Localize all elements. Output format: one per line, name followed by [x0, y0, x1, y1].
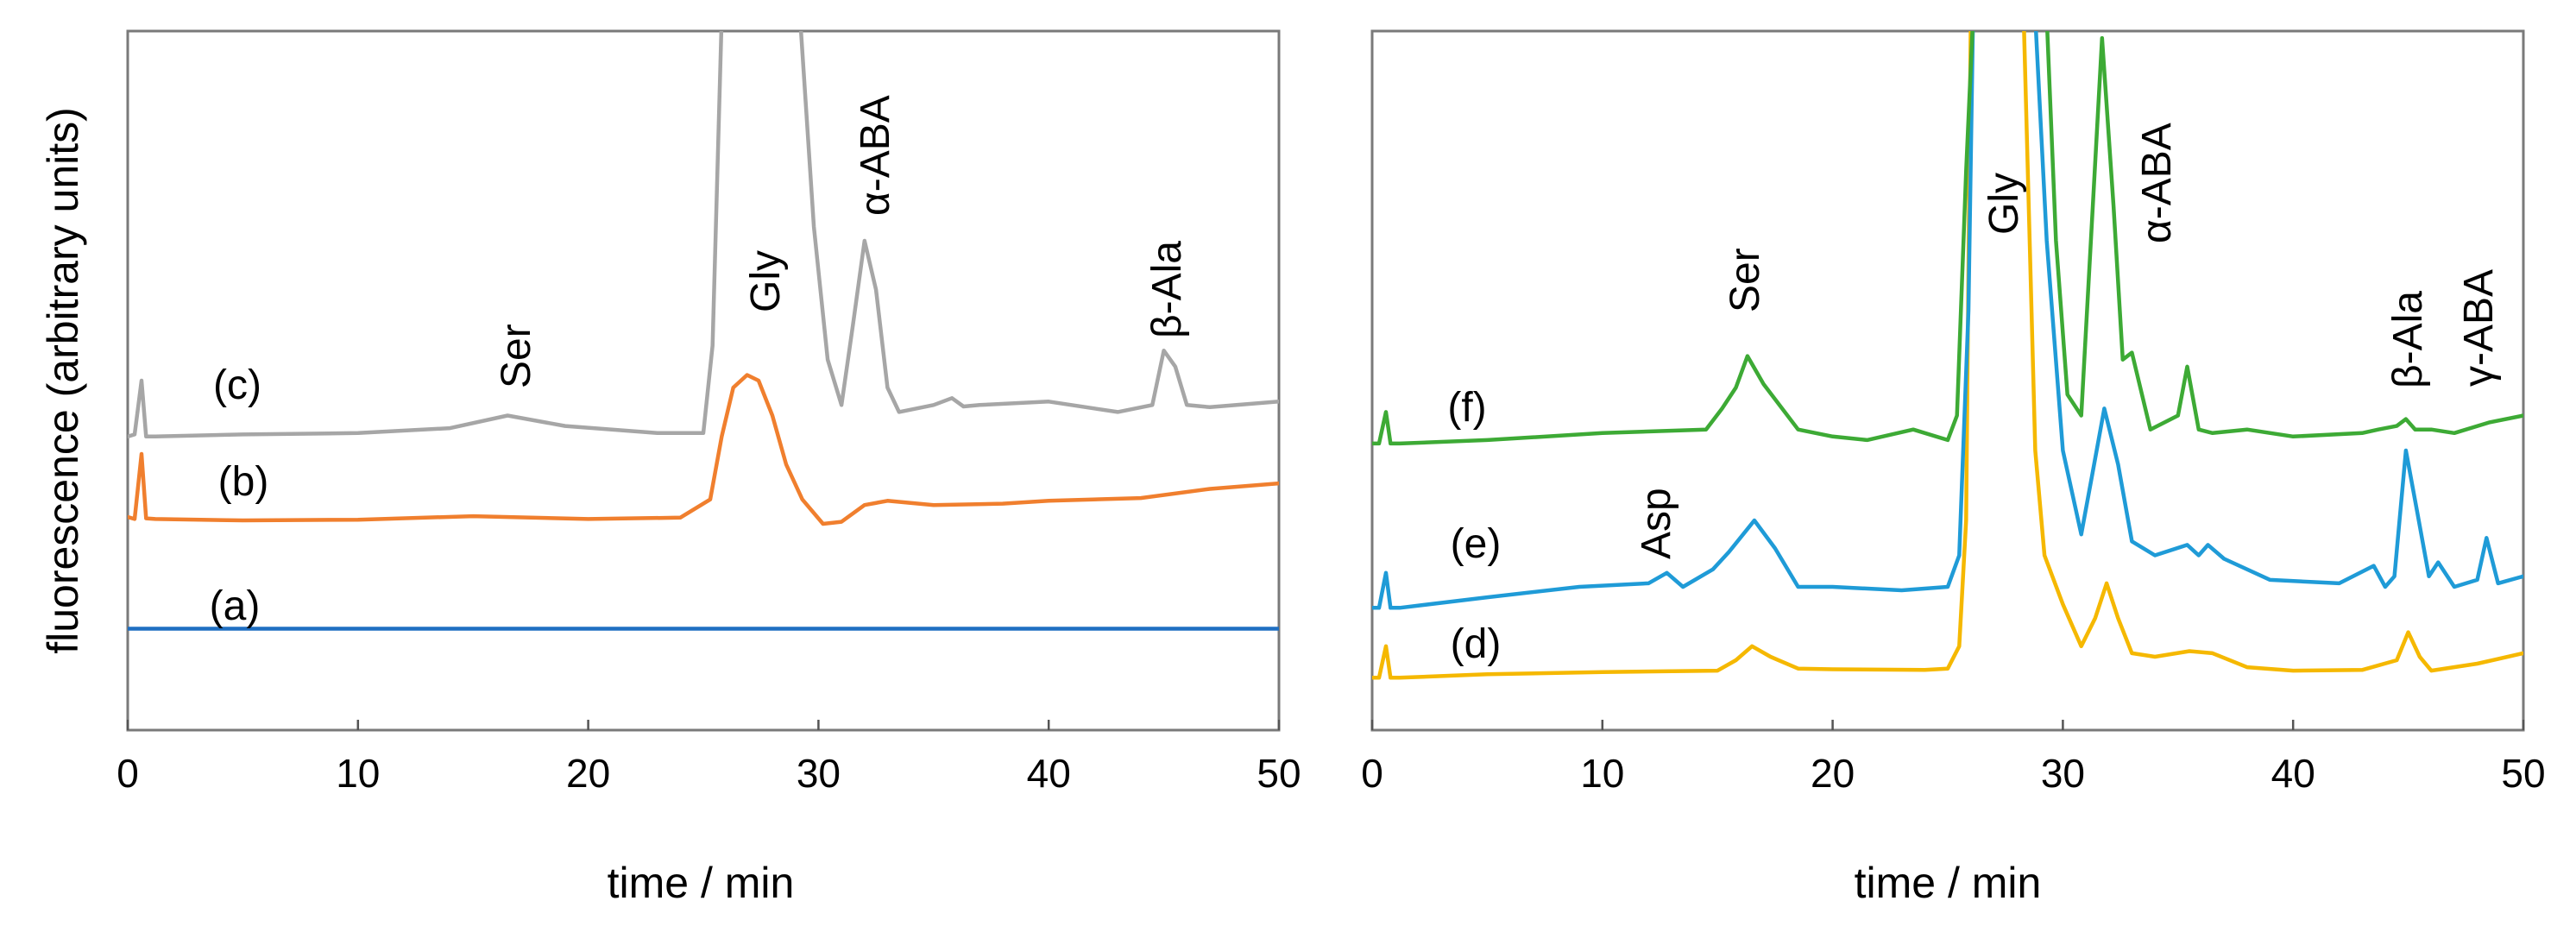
right-x-tick-label-10: 10	[1580, 751, 1624, 796]
right-x-tick-labels: 0 10 20 30 40 50	[1361, 751, 2545, 796]
y-axis-title: fluorescence (arbitrary units)	[39, 107, 87, 654]
peak-label-asp: Asp	[1634, 488, 1679, 559]
right-x-tick-label-0: 0	[1361, 751, 1383, 796]
left-plot-frame	[126, 29, 1281, 732]
trace-label-b: (b)	[218, 459, 269, 505]
trace-c	[128, 31, 1279, 439]
right-x-tick-label-20: 20	[1811, 751, 1855, 796]
peak-label-gaba: γ-ABA	[2456, 269, 2502, 387]
left-traces	[128, 31, 1279, 631]
trace-b	[128, 373, 1279, 526]
left-x-tick-label-40: 40	[1027, 751, 1071, 796]
right-x-tick-label-30: 30	[2041, 751, 2085, 796]
peak-label-aaba-right: α-ABA	[2134, 123, 2180, 243]
right-x-tick-label-50: 50	[2501, 751, 2545, 796]
left-x-tick-label-50: 50	[1257, 751, 1301, 796]
peak-label-bala-right: β-Ala	[2385, 291, 2431, 388]
left-panel: 0 10 20 30 40 50 (a) (b) (c) Ser Gly α-ABA β-…	[39, 29, 1301, 907]
peak-label-bala-left: β-Ala	[1144, 241, 1190, 338]
trace-label-e: (e)	[1451, 521, 1502, 567]
left-x-ticks	[126, 720, 1281, 730]
left-x-tick-label-0: 0	[117, 751, 139, 796]
peak-label-aaba-left: α-ABA	[853, 95, 898, 216]
trace-f	[1372, 31, 2523, 446]
trace-label-c: (c)	[213, 362, 261, 408]
right-panel: 0 10 20 30 40 50 (d) (e) (f) Asp Ser Gly α-AB…	[1361, 29, 2546, 907]
right-traces	[1372, 31, 2523, 680]
trace-label-a: (a)	[210, 583, 261, 629]
left-x-tick-label-10: 10	[336, 751, 380, 796]
left-x-tick-labels: 0 10 20 30 40 50	[117, 751, 1301, 796]
right-x-ticks	[1370, 720, 2525, 730]
right-x-axis-title: time / min	[1855, 859, 2042, 907]
peak-label-gly-left: Gly	[743, 250, 789, 312]
peak-label-gly-right: Gly	[1981, 173, 2027, 235]
left-x-axis-title: time / min	[608, 859, 795, 907]
trace-e	[1372, 31, 2523, 610]
right-x-tick-label-40: 40	[2271, 751, 2315, 796]
peak-label-ser-left: Ser	[494, 324, 539, 388]
left-peak-labels: Ser Gly α-ABA β-Ala	[494, 95, 1190, 388]
trace-label-d: (d)	[1451, 621, 1502, 667]
right-trace-labels: (d) (e) (f)	[1447, 385, 1501, 667]
right-peak-labels: Asp Ser Gly α-ABA β-Ala γ-ABA	[1634, 123, 2502, 559]
left-x-tick-label-30: 30	[797, 751, 841, 796]
peak-label-ser-right: Ser	[1723, 248, 1768, 312]
left-trace-labels: (a) (b) (c)	[210, 362, 269, 629]
trace-label-f: (f)	[1447, 385, 1486, 431]
trace-d	[1372, 31, 2523, 680]
left-x-tick-label-20: 20	[566, 751, 610, 796]
right-plot-frame	[1370, 29, 2525, 732]
